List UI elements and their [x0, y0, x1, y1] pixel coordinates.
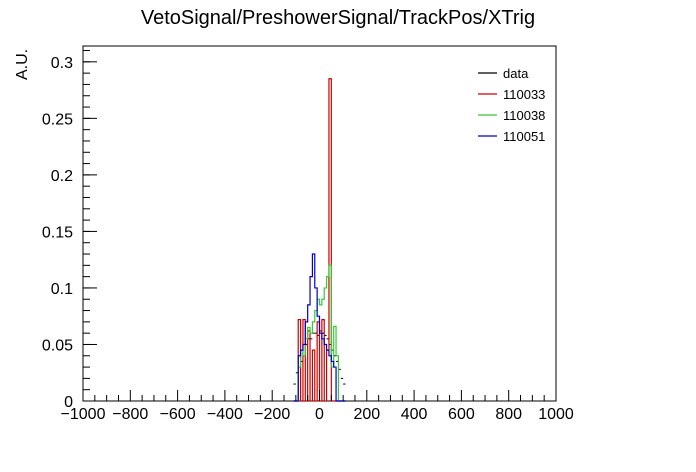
- x-tick-label: 800: [495, 406, 522, 423]
- legend-label-110051: 110051: [503, 129, 545, 144]
- x-tick-label: −600: [160, 406, 196, 423]
- y-tick-label: 0.2: [51, 168, 73, 185]
- y-tick-label: 0: [64, 394, 73, 411]
- legend-label-110033: 110033: [503, 87, 545, 102]
- y-tick-label: 0.25: [42, 111, 73, 128]
- x-tick-label: 0: [315, 406, 324, 423]
- y-tick-label: 0.3: [51, 55, 73, 72]
- series-110038-histogram: [293, 264, 346, 402]
- x-tick-label: −200: [254, 406, 290, 423]
- x-tick-label: −800: [112, 406, 148, 423]
- y-tick-label: 0.1: [51, 281, 73, 298]
- y-tick-label: 0.05: [42, 337, 73, 354]
- legend: data 110033 110038 110051: [478, 66, 545, 144]
- legend-label-data: data: [503, 66, 529, 81]
- axes-layer: −1000 −800 −600 −400 −200 0 200 400 600 800 1000 0 0…: [42, 50, 574, 423]
- series-110051-histogram: [293, 253, 346, 402]
- y-tick-label: 0.15: [42, 224, 73, 241]
- x-tick-label: 400: [401, 406, 428, 423]
- series-layer: [293, 78, 346, 402]
- chart-title: VetoSignal/PreshowerSignal/TrackPos/XTri…: [141, 7, 535, 29]
- x-tick-label: −1000: [61, 406, 106, 423]
- x-tick-label: 1000: [538, 406, 574, 423]
- y-axis-label: A.U.: [14, 49, 31, 80]
- series-110033-histogram: [293, 78, 346, 402]
- x-tick-label: 200: [353, 406, 380, 423]
- x-tick-label: 600: [448, 406, 475, 423]
- x-tick-label: −400: [207, 406, 243, 423]
- legend-label-110038: 110038: [503, 108, 545, 123]
